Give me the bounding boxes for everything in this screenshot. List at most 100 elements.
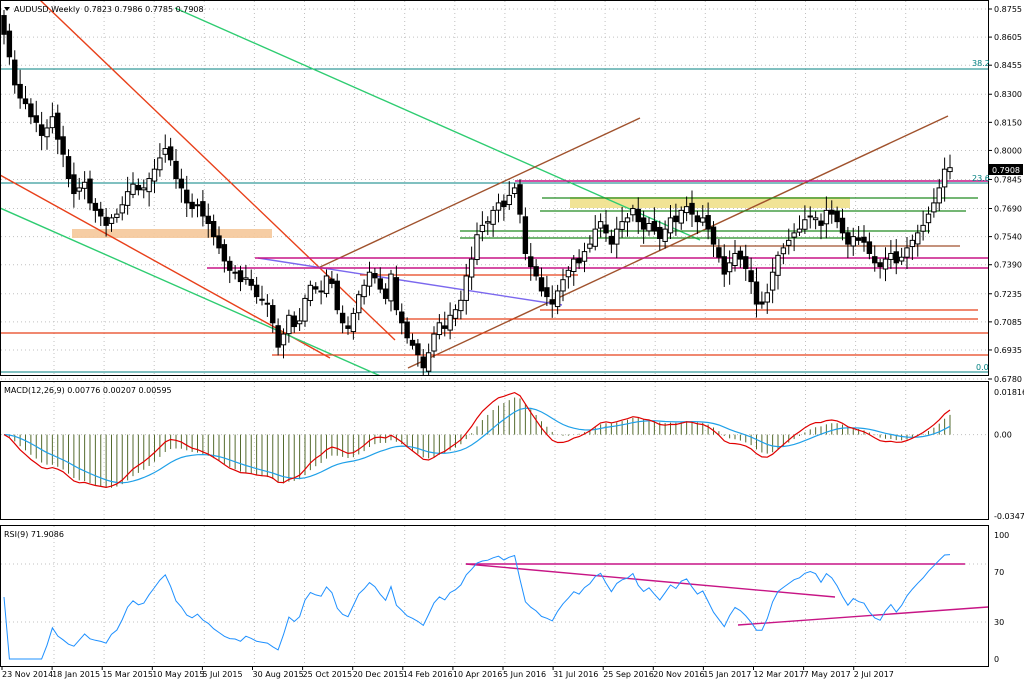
candle-body <box>356 294 362 314</box>
candle-body <box>646 223 652 232</box>
time-tick-label: 30 Aug 2015 <box>253 670 304 679</box>
candle-body <box>872 256 878 264</box>
candle-body <box>587 243 593 249</box>
candle-body <box>393 277 400 311</box>
rsi-axis[interactable]: 100 70 30 0 <box>994 531 1009 664</box>
candle-body <box>624 217 631 223</box>
rsi-line <box>3 554 951 660</box>
candle-body <box>737 250 744 260</box>
candle-body <box>667 217 674 234</box>
candle-body <box>517 184 523 215</box>
candle-body <box>522 216 529 254</box>
candle-body <box>178 178 185 189</box>
candle-body <box>581 251 588 262</box>
candle-body <box>420 356 426 369</box>
candle-body <box>592 228 598 247</box>
time-tick-label: 15 Mar 2015 <box>102 670 153 679</box>
candle-body <box>216 235 222 249</box>
candle-body <box>909 239 916 248</box>
candle-body <box>307 284 314 302</box>
time-tick-label: 12 Mar 2017 <box>754 670 805 679</box>
price-tick-label: 0.8300 <box>994 90 1022 99</box>
rsi-tick-label: 70 <box>994 568 1004 577</box>
candle-body <box>528 256 534 268</box>
candle-body <box>791 232 797 238</box>
candle-body <box>796 228 803 233</box>
candle-body <box>323 275 330 294</box>
candle-body <box>662 228 668 242</box>
candle-body <box>839 217 846 234</box>
candle-body <box>270 305 276 324</box>
candle-body <box>683 206 690 214</box>
candle-body <box>705 215 711 230</box>
candle-body <box>802 219 808 230</box>
candle-body <box>436 322 443 336</box>
macd-axis[interactable]: 0.01816 0.00 -0.0347 <box>994 388 1024 521</box>
candle-body <box>55 112 61 140</box>
candle-body <box>157 157 163 171</box>
price-tick-label: 0.7845 <box>994 175 1022 184</box>
candle-body <box>339 312 346 324</box>
candle-body <box>17 83 23 99</box>
candle-body <box>447 314 453 331</box>
candle-body <box>44 127 50 138</box>
candle-body <box>141 187 147 191</box>
price-axis[interactable]: 0.8755 0.8605 0.8455 0.8300 0.8150 0.8000 0.78… <box>988 5 1022 384</box>
candle-body <box>377 278 383 290</box>
time-tick-label: 2 Jul 2017 <box>854 670 894 679</box>
candle-body <box>614 228 620 245</box>
price-tick-label: 0.7085 <box>994 318 1022 327</box>
price-pane[interactable] <box>0 0 989 376</box>
candle-body <box>409 339 416 346</box>
dropdown-triangle-icon[interactable] <box>4 7 10 11</box>
candle-body <box>549 299 555 305</box>
candle-body <box>898 256 905 262</box>
brown-channel-upper-1 <box>317 117 641 269</box>
candle-body <box>237 270 244 283</box>
time-tick-label: 18 Jan 2015 <box>52 670 100 679</box>
candle-body <box>640 217 647 230</box>
candle-body <box>780 247 787 255</box>
time-tick-label: 15 Jan 2017 <box>703 670 751 679</box>
candle-body <box>243 277 249 280</box>
price-tick-label: 0.8000 <box>994 146 1022 155</box>
candle-body <box>221 244 228 262</box>
candle-body <box>60 136 66 155</box>
fib-38-label: 38.2 <box>972 59 990 68</box>
price-tick-label: 0.7690 <box>994 205 1022 214</box>
candle-body <box>264 302 271 305</box>
candle-body <box>651 221 658 232</box>
candle-body <box>635 208 641 223</box>
candle-body <box>329 278 335 284</box>
candle-body <box>345 325 351 329</box>
rsi-label: RSI(9) 71.9086 <box>4 530 64 539</box>
candle-body <box>775 254 781 276</box>
candle-body <box>173 160 179 180</box>
candle-body <box>65 156 72 180</box>
candle-body <box>458 299 464 312</box>
candle-body <box>366 271 373 287</box>
time-tick-label: 5 Jun 2016 <box>503 670 546 679</box>
candle-body <box>818 220 824 226</box>
candle-body <box>597 221 604 229</box>
candle-body <box>108 217 115 224</box>
candle-body <box>689 202 695 215</box>
candle-body <box>619 221 625 230</box>
candle-body <box>382 288 389 299</box>
candle-body <box>1 15 7 35</box>
macd-label: MACD(12,26,9) 0.00776 0.00207 0.00595 <box>4 386 172 395</box>
candle-body <box>302 297 308 322</box>
candle-body <box>291 315 297 328</box>
candle-body <box>538 277 545 292</box>
candle-body <box>888 252 894 260</box>
brown-channel-upper-2 <box>407 115 949 369</box>
candle-body <box>71 174 77 195</box>
candle-body <box>726 262 733 273</box>
candle-body <box>807 215 813 218</box>
candle-body <box>431 333 437 352</box>
candle-body <box>882 258 889 270</box>
candle-body <box>936 187 942 204</box>
